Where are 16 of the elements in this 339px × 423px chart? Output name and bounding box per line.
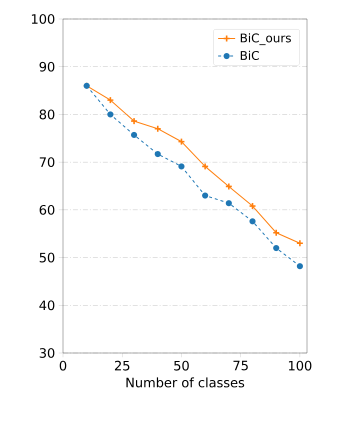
- legend-label: BiC: [240, 50, 259, 60]
- legend-label: BiC_ours: [240, 33, 291, 46]
- y-tick-label: 30: [40, 348, 54, 358]
- y-tick-label: 90: [40, 62, 54, 72]
- y-tick-label: 40: [39, 300, 54, 310]
- x-tick-label: 75: [233, 360, 248, 370]
- x-tick-label: 50: [174, 360, 189, 371]
- y-tick-label: 70: [40, 157, 54, 168]
- y-tick-label: 80: [40, 110, 54, 120]
- y-tick-label: 50: [40, 252, 54, 262]
- x-axis-title: Number of classes: [126, 377, 244, 388]
- x-tick-label: 25: [114, 360, 130, 371]
- x-tick-label: 100: [288, 360, 312, 371]
- y-tick-label: 60: [40, 204, 54, 215]
- y-tick-label: 100: [32, 14, 54, 24]
- x-tick-label: 0: [60, 360, 66, 371]
